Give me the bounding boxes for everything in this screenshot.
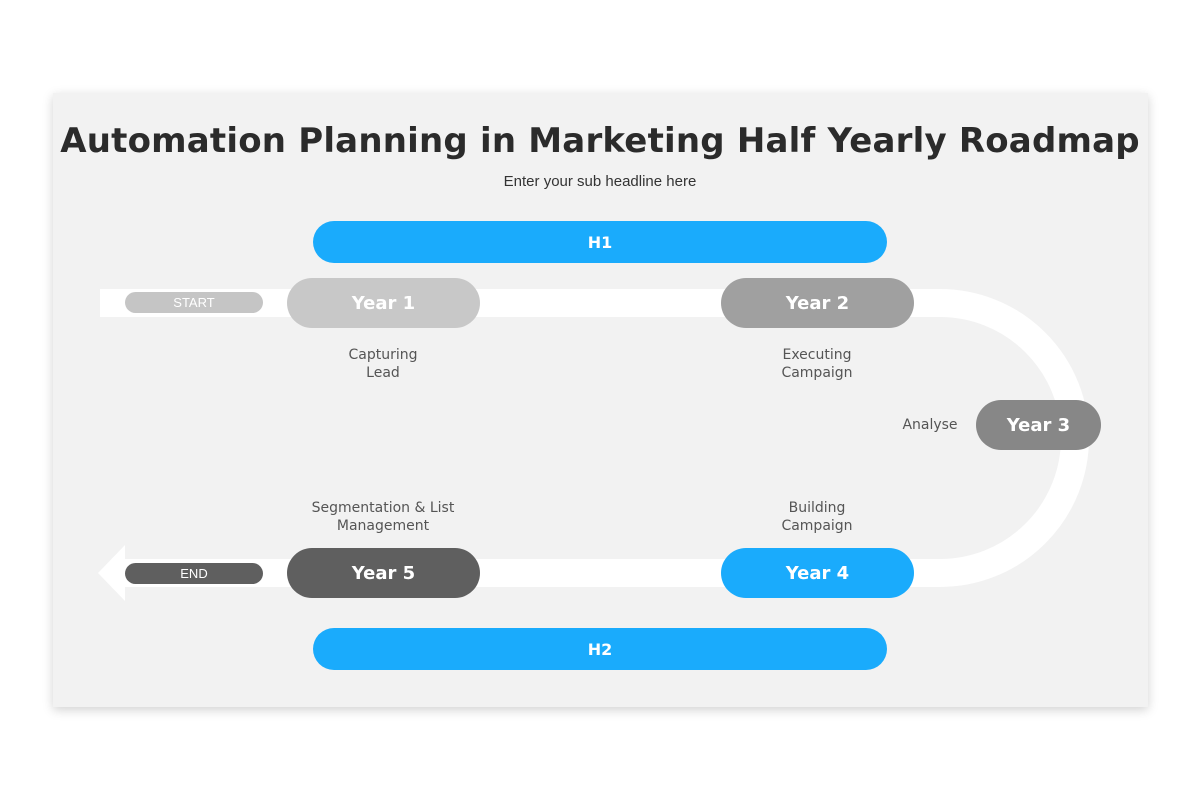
track-path: [100, 289, 1089, 587]
page-title: Automation Planning in Marketing Half Ye…: [60, 121, 1140, 161]
milestone-year-5: Year 5: [287, 548, 480, 598]
h1-bar: H1: [313, 221, 887, 263]
milestone-year-1: Year 1: [287, 278, 480, 328]
page-subtitle: Enter your sub headline here: [503, 173, 697, 190]
milestone-year-2: Year 2: [721, 278, 914, 328]
desc-line: Campaign: [781, 365, 853, 381]
h2-bar: H2: [313, 628, 887, 670]
desc-line: Executing: [782, 347, 852, 363]
end-arrow-icon: [98, 545, 125, 601]
start-label: START: [125, 292, 263, 313]
desc-line: Campaign: [781, 518, 853, 534]
milestone-3-description: Analyse: [860, 416, 1000, 434]
end-label: END: [125, 563, 263, 584]
desc-line: Analyse: [902, 417, 958, 433]
milestone-5-description: Segmentation & List Management: [263, 499, 503, 535]
desc-line: Management: [336, 518, 430, 534]
desc-line: Segmentation & List: [311, 500, 455, 516]
milestone-year-4: Year 4: [721, 548, 914, 598]
milestone-4-description: Building Campaign: [707, 499, 927, 535]
desc-line: Building: [788, 500, 846, 516]
milestone-1-description: Capturing Lead: [273, 346, 493, 382]
slide-background: [53, 93, 1148, 707]
desc-line: Lead: [366, 365, 400, 381]
milestone-2-description: Executing Campaign: [707, 346, 927, 382]
desc-line: Capturing: [348, 347, 418, 363]
milestone-year-3: Year 3: [976, 400, 1101, 450]
